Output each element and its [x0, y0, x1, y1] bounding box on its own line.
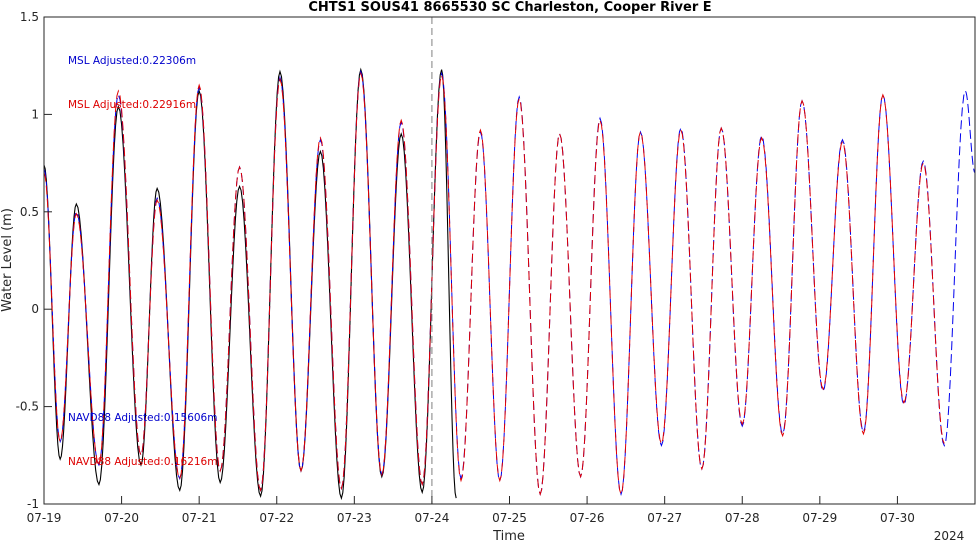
x-tick-label: 07-26 — [570, 511, 605, 525]
x-tick-label: 07-27 — [647, 511, 682, 525]
plot-area — [44, 17, 975, 504]
ticks-layer: 07-19 07-20 07-21 07-22 07-23 07-24 07-25 07-26… — [16, 10, 915, 525]
x-tick-label: 07-25 — [492, 511, 527, 525]
y-tick-label: -0.5 — [16, 400, 39, 414]
x-tick-label: 07-19 — [27, 511, 62, 525]
annotation-navd88-red: NAVD88 Adjusted:0.16216m — [68, 456, 217, 468]
x-axis-label: Time — [492, 529, 525, 541]
x-tick-label: 07-24 — [414, 511, 449, 525]
x-tick-label: 07-29 — [802, 511, 837, 525]
x-tick-label: 07-28 — [725, 511, 760, 525]
y-tick-label: 1.5 — [20, 10, 39, 24]
series-layer — [43, 67, 976, 501]
x-tick-label: 07-22 — [259, 511, 294, 525]
annotation-msl-blue: MSL Adjusted:0.22306m — [68, 55, 196, 67]
x-tick-label: 07-21 — [182, 511, 217, 525]
red-series-line — [43, 71, 945, 496]
x-tick-label: 07-20 — [104, 511, 139, 525]
year-label: 2024 — [934, 529, 965, 541]
x-tick-label: 07-30 — [880, 511, 915, 525]
chart-title: CHTS1 SOUS41 8665530 SC Charleston, Coop… — [308, 0, 711, 15]
y-tick-label: 0.5 — [20, 205, 39, 219]
x-tick-label: 07-23 — [337, 511, 372, 525]
y-tick-label: 1 — [31, 107, 39, 121]
annotation-msl-red: MSL Adjusted:0.22916m — [68, 99, 196, 111]
y-tick-label: -1 — [27, 497, 39, 511]
annotation-navd88-blue: NAVD88 Adjusted:0.15606m — [68, 412, 217, 424]
y-tick-label: 0 — [31, 302, 39, 316]
y-axis-label: Water Level (m) — [0, 208, 15, 312]
